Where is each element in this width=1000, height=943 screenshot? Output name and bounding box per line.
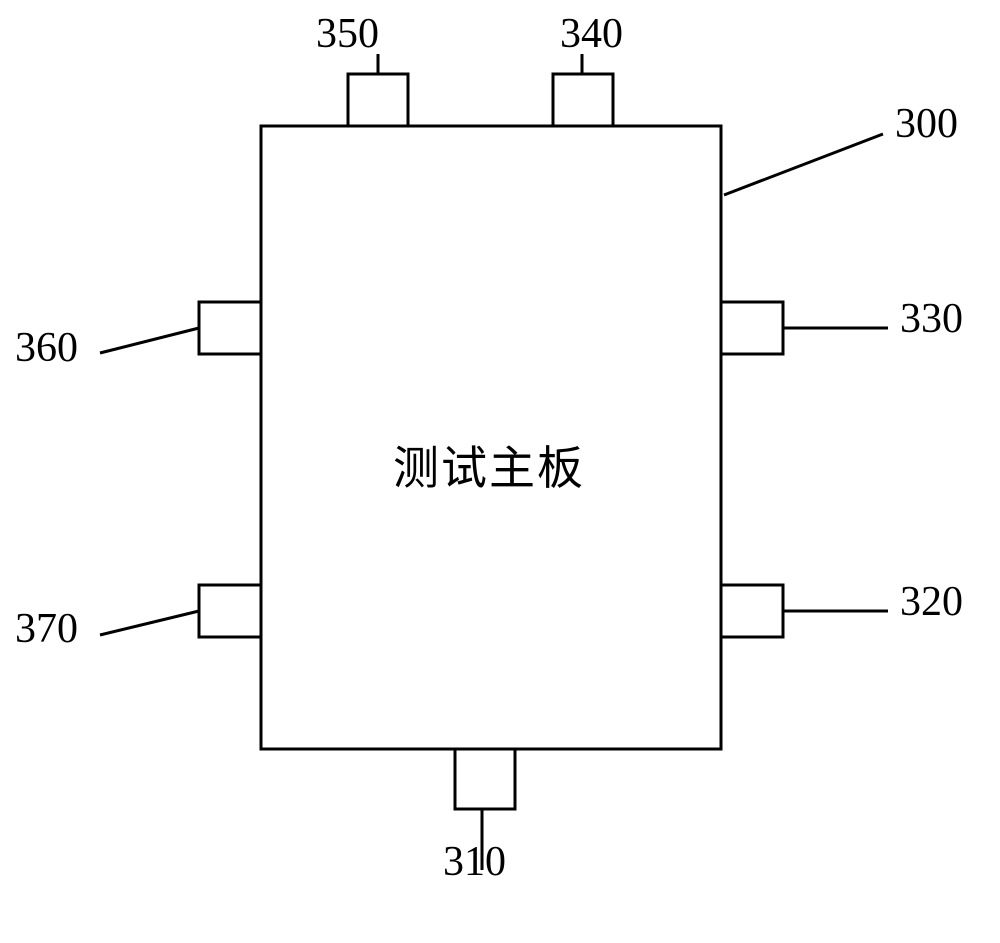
label-310: 310 (443, 838, 506, 886)
label-330: 330 (900, 295, 963, 343)
label-320: 320 (900, 578, 963, 626)
label-350: 350 (316, 10, 379, 58)
label-300: 300 (895, 100, 958, 148)
main-box-label: 测试主板 (393, 432, 585, 498)
label-370: 370 (15, 605, 78, 653)
label-360: 360 (15, 324, 78, 372)
block-diagram: 测试主板 310 320 330 340 300 350 360 370 (0, 0, 1000, 943)
label-340: 340 (560, 10, 623, 58)
